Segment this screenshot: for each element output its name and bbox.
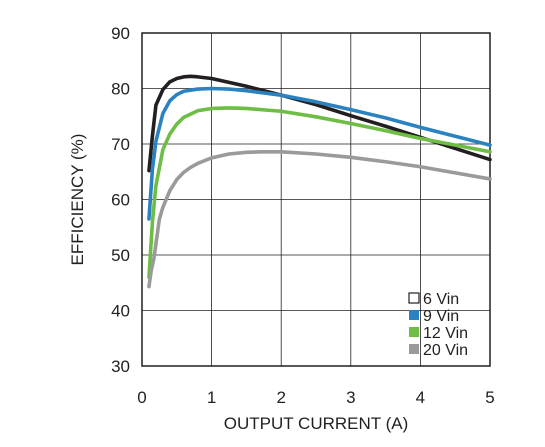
y-tick-label: 80	[111, 80, 130, 99]
legend-swatch	[409, 310, 419, 320]
series-line-4	[147, 149, 492, 289]
series-line-3	[147, 106, 492, 280]
y-tick-label: 40	[111, 302, 130, 321]
series-lines	[147, 74, 492, 289]
y-axis-title: EFFICIENCY (%)	[68, 134, 87, 266]
y-tick-label: 60	[111, 191, 130, 210]
x-tick-label: 2	[276, 388, 285, 407]
series-line-1	[147, 74, 492, 173]
x-tick-label: 1	[207, 388, 216, 407]
y-tick-label: 30	[111, 357, 130, 376]
x-tick-label: 0	[137, 388, 146, 407]
x-axis-title: OUTPUT CURRENT (A)	[224, 414, 409, 433]
x-tick-label: 4	[416, 388, 425, 407]
y-tick-labels: 30 40 50 60 70 80 90	[111, 24, 130, 376]
x-tick-label: 3	[346, 388, 355, 407]
series-line-2	[147, 86, 492, 221]
legend-label: 20 Vin	[423, 342, 468, 359]
plot-frame	[141, 32, 491, 367]
legend-label: 6 Vin	[423, 291, 459, 308]
y-tick-label: 50	[111, 246, 130, 265]
legend-swatch	[409, 344, 419, 354]
x-tick-label: 5	[485, 388, 494, 407]
x-tick-labels: 0 1 2 3 4 5	[137, 388, 494, 407]
grid	[142, 33, 490, 366]
legend-label: 9 Vin	[423, 308, 459, 325]
y-tick-label: 70	[111, 135, 130, 154]
y-tick-label: 90	[111, 24, 130, 43]
legend-label: 12 Vin	[423, 325, 468, 342]
legend-swatch	[408, 292, 420, 304]
legend-swatch	[409, 327, 419, 337]
